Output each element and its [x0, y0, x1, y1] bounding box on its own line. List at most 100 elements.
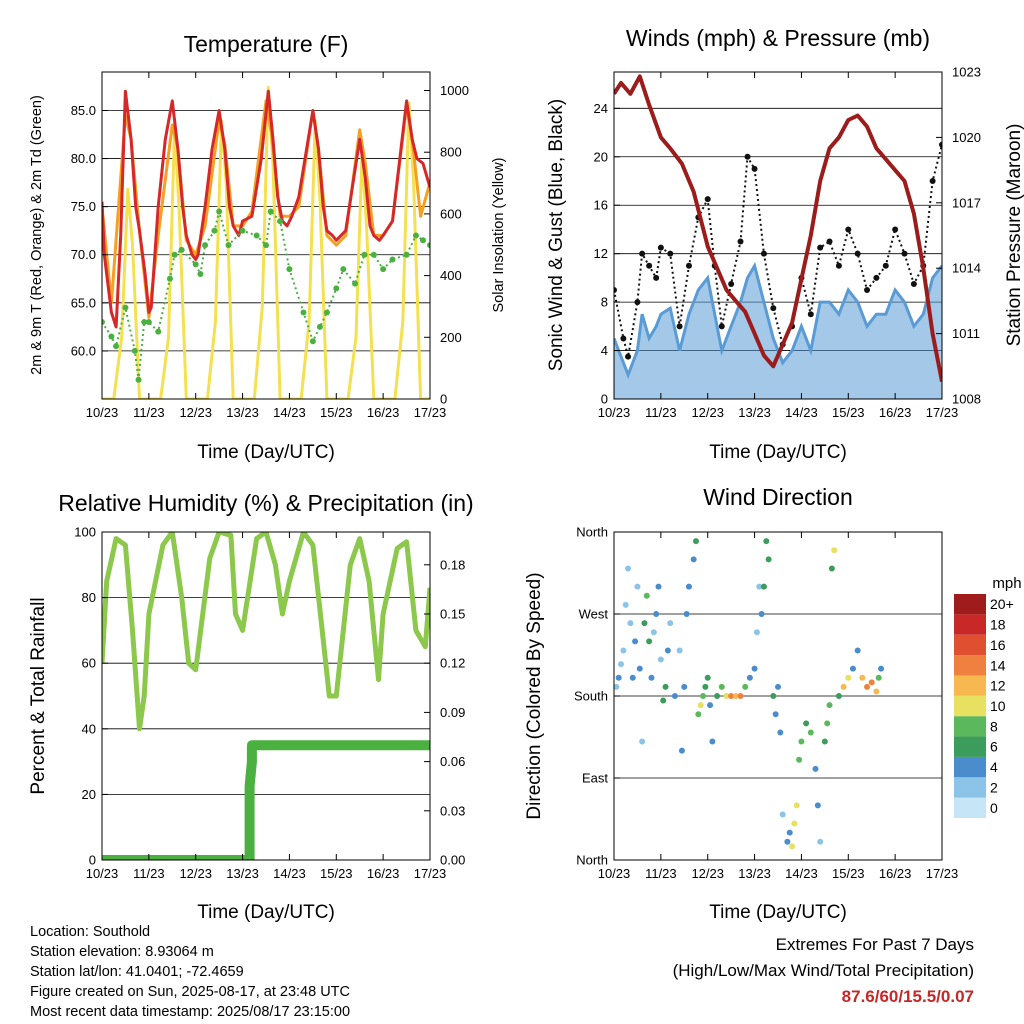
humidity-ytick-label: 20	[82, 787, 96, 802]
winds-series-1-point	[817, 244, 824, 251]
direction-point	[775, 683, 781, 690]
direction-point	[714, 693, 721, 699]
direction-point	[770, 693, 777, 699]
direction-xtick-label: 17/23	[926, 866, 959, 881]
legend-swatch	[954, 614, 986, 635]
temperature-xtick-label: 13/23	[226, 405, 259, 420]
humidity-y2tick-label: 0.03	[440, 803, 465, 818]
humidity-ytick-label: 40	[82, 721, 96, 736]
direction-point	[737, 693, 744, 699]
direction-point	[678, 747, 685, 754]
temperature-series-3-point	[155, 328, 162, 335]
humidity-y2tick-label: 0.18	[440, 557, 465, 572]
temperature-y2tick-label: 1000	[440, 83, 469, 98]
legend-swatch	[954, 736, 986, 757]
winds-ytick-label: 24	[594, 101, 608, 116]
direction-point	[718, 683, 725, 690]
humidity-xtick-label: 10/23	[86, 866, 119, 881]
winds-xtick-label: 17/23	[926, 405, 959, 420]
direction-point	[676, 647, 683, 654]
legend-swatch	[954, 797, 986, 818]
direction-xtick-label: 11/23	[645, 866, 677, 881]
direction-point	[779, 811, 786, 818]
direction-point	[648, 674, 655, 681]
humidity-xtick-label: 16/23	[367, 866, 400, 881]
direction-ytick-label: North	[576, 853, 608, 868]
direction-point	[629, 674, 636, 681]
temperature-xtick-label: 16/23	[367, 405, 400, 420]
humidity-ytick-label: 60	[82, 656, 96, 671]
temperature-y2tick-label: 800	[440, 145, 462, 160]
humidity-series-1-line	[102, 740, 430, 860]
info-elevation: Station elevation: 8.93064 m	[30, 944, 214, 960]
temperature-series-3-point	[108, 333, 115, 340]
direction-xtick-label: 15/23	[832, 866, 865, 881]
legend-label: 8	[990, 718, 998, 734]
winds-y2tick-label: 1014	[952, 261, 981, 276]
direction-point	[784, 838, 791, 845]
winds-series-1-point	[835, 262, 842, 269]
humidity-ylabel: Percent & Total Rainfall	[28, 597, 49, 794]
temperature-y2tick-label: 0	[440, 392, 447, 407]
winds-title: Winds (mph) & Pressure (mb)	[626, 25, 930, 51]
temperature-y2tick-label: 400	[440, 268, 462, 283]
extremes-box: Extremes For Past 7 Days (High/Low/Max W…	[673, 932, 974, 1010]
direction-point	[625, 565, 632, 572]
winds-series-1-point	[625, 353, 632, 360]
direction-point	[793, 802, 800, 809]
direction-point	[702, 683, 709, 690]
direction-point	[697, 702, 704, 709]
legend-swatch	[954, 675, 986, 696]
winds-plot: 10/23 11/23 12/23 13/23 14/23 15/23 16/23 17/23…	[594, 65, 981, 421]
direction-point	[622, 601, 629, 608]
direction-point	[878, 665, 885, 672]
temperature-ylabel: 2m & 9m T (Red, Orange) & 2m Td (Green)	[29, 95, 45, 375]
direction-point	[653, 611, 660, 617]
direction-point	[681, 683, 688, 690]
winds-y2tick-label: 1023	[952, 65, 981, 80]
direction-point	[620, 647, 627, 654]
temperature-xlabel: Time (Day/UTC)	[197, 442, 335, 463]
winds-series-1-point	[728, 280, 735, 287]
extremes-subheading: (High/Low/Max Wind/Total Precipitation)	[672, 961, 974, 980]
humidity-frame	[101, 531, 431, 861]
temperature-y2tick-label: 600	[440, 206, 462, 221]
direction-xtick-label: 13/23	[738, 866, 771, 881]
winds-y2tick-label: 1008	[952, 392, 981, 407]
winds-y2tick-label: 1020	[952, 130, 981, 145]
legend-label: 18	[990, 617, 1006, 633]
legend-swatch	[954, 634, 986, 656]
direction-point	[627, 620, 634, 627]
winds-series-0-line	[614, 261, 942, 379]
humidity-y2tick-label: 0.09	[440, 705, 465, 720]
humidity-xtick-label: 14/23	[273, 866, 306, 881]
legend-swatch	[954, 777, 986, 798]
direction-xlabel: Time (Day/UTC)	[709, 902, 847, 923]
direction-point	[789, 843, 796, 850]
direction-point	[758, 611, 765, 617]
direction-point	[796, 756, 803, 763]
legend-label: 4	[990, 759, 998, 775]
winds-ylabel: Sonic Wind & Gust (Blue, Black)	[546, 99, 567, 371]
legend-label: 0	[990, 800, 998, 816]
legend-title: mph	[992, 575, 1021, 592]
info-location: Location: Southold	[30, 924, 151, 940]
direction-point	[756, 583, 763, 590]
temperature-xtick-label: 17/23	[414, 405, 447, 420]
direction-point	[824, 720, 831, 727]
temperature-ytick-label: 80.0	[71, 151, 96, 166]
winds-series-1-point	[634, 299, 641, 306]
direction-series-layer	[614, 538, 885, 850]
direction-ylabel: Direction (Colored By Speed)	[524, 572, 545, 819]
direction-xtick-label: 10/23	[598, 866, 631, 881]
info-latlon: Station lat/lon: 41.0401; -72.4659	[30, 964, 244, 980]
winds-ytick-label: 0	[601, 392, 608, 407]
direction-point	[615, 674, 622, 681]
direction-point	[786, 829, 793, 836]
direction-point	[760, 583, 767, 590]
winds-series-1-point	[929, 178, 936, 184]
direction-point	[693, 538, 699, 545]
humidity-y2tick-label: 0.00	[440, 853, 465, 868]
winds-series-1-point	[620, 335, 627, 342]
winds-series-1-point	[718, 323, 725, 330]
